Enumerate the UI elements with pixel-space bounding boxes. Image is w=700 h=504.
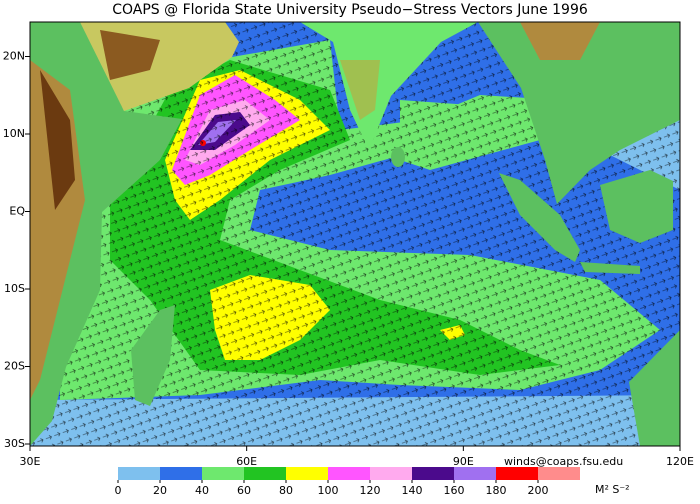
africa-highland <box>40 70 75 210</box>
sumatra <box>499 173 580 262</box>
australia <box>629 330 680 446</box>
sri-lanka <box>391 147 405 167</box>
colorbar-swatch <box>286 467 328 480</box>
arabia-highland <box>100 30 160 80</box>
colorbar-tick-label: 100 <box>318 484 339 497</box>
colorbar-swatch <box>538 467 580 480</box>
colorbar-tick-label: 60 <box>237 484 251 497</box>
india <box>300 22 478 150</box>
colorbar-tick-label: 120 <box>360 484 381 497</box>
southeast-asia <box>478 22 680 204</box>
colorbar-swatch <box>496 467 538 480</box>
colorbar-tick-label: 0 <box>115 484 122 497</box>
x-tick-label: 90E <box>453 455 474 468</box>
colorbar-swatch <box>244 467 286 480</box>
colorbar-unit: M² S⁻² <box>595 483 630 496</box>
colorbar-swatch <box>412 467 454 480</box>
colorbar-swatch <box>370 467 412 480</box>
y-tick-label: 20S <box>4 360 25 373</box>
colorbar-swatch <box>160 467 202 480</box>
colorbar-tick-label: 200 <box>528 484 549 497</box>
x-tick-label: 60E <box>236 455 257 468</box>
colorbar-tick-label: 80 <box>279 484 293 497</box>
colorbar-tick-label: 40 <box>195 484 209 497</box>
borneo <box>600 170 673 243</box>
colorbar-swatch <box>454 467 496 480</box>
x-tick-label: 30E <box>20 455 41 468</box>
y-tick-label: 10S <box>4 282 25 295</box>
india-plateau <box>340 60 380 120</box>
colorbar-tick-label: 20 <box>153 484 167 497</box>
madagascar <box>131 305 175 406</box>
credit: winds@coaps.fsu.edu <box>504 455 623 468</box>
colorbar-tick-label: 160 <box>444 484 465 497</box>
colorbar-swatch <box>328 467 370 480</box>
java <box>580 262 640 274</box>
y-tick-label: 30S <box>4 437 25 450</box>
y-tick-label: 10N <box>3 127 25 140</box>
colorbar-tick-label: 140 <box>402 484 423 497</box>
map <box>30 22 680 446</box>
y-tick-label: EQ <box>9 205 25 218</box>
title: COAPS @ Florida State University Pseudo−… <box>112 2 588 18</box>
highland <box>520 22 600 60</box>
x-tick-label: 120E <box>666 455 694 468</box>
map-frame <box>29 21 681 447</box>
colorbar-tick-label: 180 <box>486 484 507 497</box>
colorbar-swatch <box>202 467 244 480</box>
colorbar-swatch <box>118 467 160 480</box>
y-tick-label: 20N <box>3 50 25 63</box>
